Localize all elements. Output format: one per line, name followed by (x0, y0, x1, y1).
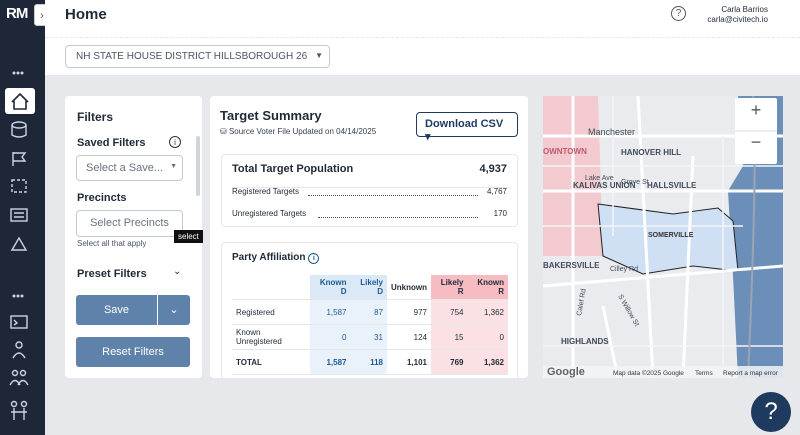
district-select-text: NH STATE HOUSE DISTRICT HILLSBOROUGH 26 (76, 51, 308, 62)
cell: 1,587 (310, 299, 351, 325)
cell: 1,362 (467, 349, 508, 375)
zoom-in[interactable]: + (751, 100, 762, 120)
user-info[interactable]: Carla Barrios carla@civitech.io (707, 5, 768, 25)
map-label: Calef Rd (576, 288, 588, 316)
cell: 0 (310, 324, 351, 350)
map-label: Manchester (588, 127, 635, 137)
total-value: 4,937 (479, 163, 507, 175)
cell: 15 (430, 324, 468, 350)
map-label: BAKERSVILLE (543, 261, 600, 270)
precincts-select[interactable]: Select Precincts (76, 210, 183, 237)
google-logo: Google (547, 366, 585, 378)
map-label: HIGHLANDS (561, 337, 609, 346)
header: Home ? Carla Barrios carla@civitech.io N… (45, 0, 800, 75)
save-dropdown[interactable]: ⌄ (158, 295, 190, 325)
preset-filters-label[interactable]: Preset Filters (77, 268, 147, 280)
table-row: Registered 1,587 87 977 754 1,362 (232, 299, 508, 325)
table-row: TOTAL 1,587 118 1,101 769 1,362 (232, 349, 508, 375)
map-label: SOMERVILLE (648, 232, 694, 239)
attribution: Map data ©2025 Google (613, 369, 684, 377)
user-email: carla@civitech.io (707, 15, 768, 24)
row-label: TOTAL (232, 349, 310, 375)
user-name: Carla Barrios (721, 5, 768, 14)
tooltip: select (174, 230, 203, 243)
zoom-out[interactable]: − (751, 132, 762, 152)
saved-placeholder: Select a Save... (86, 162, 164, 174)
map-label: KALIVAS UNION (573, 181, 636, 190)
cell: 124 (386, 324, 431, 350)
chevron[interactable]: ⌄ (173, 266, 182, 277)
sidebar: RM › (0, 0, 50, 435)
reset-button[interactable]: Reset Filters (76, 337, 190, 367)
map-label: HALLSVILLE (647, 181, 697, 190)
cell: 977 (386, 299, 431, 325)
cell: 31 (350, 324, 387, 350)
saved-filters-label: Saved Filters (77, 137, 146, 149)
download-text: Download CSV (425, 118, 504, 130)
party-table: Known D Likely D Unknown Likely R Known R Reg… (232, 275, 508, 375)
map-label: Cilley Rd (610, 266, 638, 273)
header-row: Known D Likely D Unknown Likely R Known R (232, 275, 508, 300)
divider (232, 187, 509, 188)
filters-title: Filters (77, 110, 114, 124)
row-label: Registered (232, 299, 310, 325)
unregistered-label: Unregistered Targets (232, 209, 307, 218)
cell: 769 (430, 349, 468, 375)
logo[interactable]: RM (6, 5, 28, 22)
registered-value: 4,767 (486, 187, 507, 196)
map-canvas: + − Manchester HANOVER HILL HALLSVILLE K… (543, 96, 783, 378)
map-label: OWNTOWN (543, 147, 587, 156)
download-button[interactable]: Download CSV ▾ (416, 112, 518, 143)
saved-filter-select[interactable]: Select a Save... ▼ (76, 155, 183, 181)
summary-panel: Target Summary ⛁ Source Voter File Updat… (210, 96, 528, 378)
leader (318, 217, 478, 218)
cell: 0 (467, 324, 508, 350)
cell: 1,101 (386, 349, 431, 375)
info-icon[interactable]: i (169, 136, 181, 148)
column-header: Known D (310, 275, 351, 300)
map-label: Grove St (621, 179, 649, 186)
help-button[interactable]: ? (751, 392, 791, 432)
source-text: Source Voter File Updated on 04/14/2025 (228, 127, 377, 136)
registered-label: Registered Targets (232, 187, 299, 196)
column-header: Unknown (386, 275, 431, 300)
save-button[interactable]: Save (76, 295, 157, 325)
map[interactable]: + − Manchester HANOVER HILL HALLSVILLE K… (543, 96, 783, 378)
cell: 87 (350, 299, 387, 325)
map-label: HANOVER HILL (621, 148, 681, 157)
scrollbar[interactable] (196, 136, 200, 196)
terms-link[interactable]: Terms (695, 370, 713, 377)
precincts-label: Precincts (77, 192, 127, 204)
filters-panel: Filters Saved Filters i Select a Save...… (65, 96, 203, 378)
party-title-text: Party Affiliation (232, 252, 306, 263)
leader (308, 195, 478, 196)
divider (45, 37, 800, 38)
map-label: Lake Ave (585, 175, 614, 182)
column-header: Likely D (350, 275, 387, 300)
nav-icons (5, 71, 35, 420)
totals-card: Total Target Population 4,937 Registered… (221, 154, 518, 227)
party-title: Party Affiliation i (232, 252, 320, 264)
cell: 118 (350, 349, 387, 375)
unregistered-value: 170 (493, 209, 507, 218)
cell: 754 (430, 299, 468, 325)
table-row: Known Unregistered 0 31 124 15 0 (232, 324, 508, 350)
column-header: Likely R (430, 275, 468, 300)
source-note: ⛁ Source Voter File Updated on 04/14/202… (220, 127, 377, 136)
summary-title: Target Summary (220, 108, 322, 123)
column-header: Known R (467, 275, 508, 300)
header-cell (232, 275, 310, 300)
help-icon[interactable]: ? (671, 6, 686, 21)
cell: 1,362 (467, 299, 508, 325)
row-label: Known Unregistered (232, 324, 310, 350)
cell: 1,587 (310, 349, 351, 375)
party-card: Party Affiliation i Known D Likely D Unkno… (221, 242, 518, 378)
precincts-hint: Select all that apply (77, 239, 147, 248)
district-select[interactable]: NH STATE HOUSE DISTRICT HILLSBOROUGH 26 ▼ (65, 45, 330, 68)
page-title: Home (65, 6, 107, 23)
precincts-placeholder: Select Precincts (90, 217, 169, 229)
report-link[interactable]: Report a map error (723, 370, 779, 377)
total-label: Total Target Population (232, 163, 354, 175)
